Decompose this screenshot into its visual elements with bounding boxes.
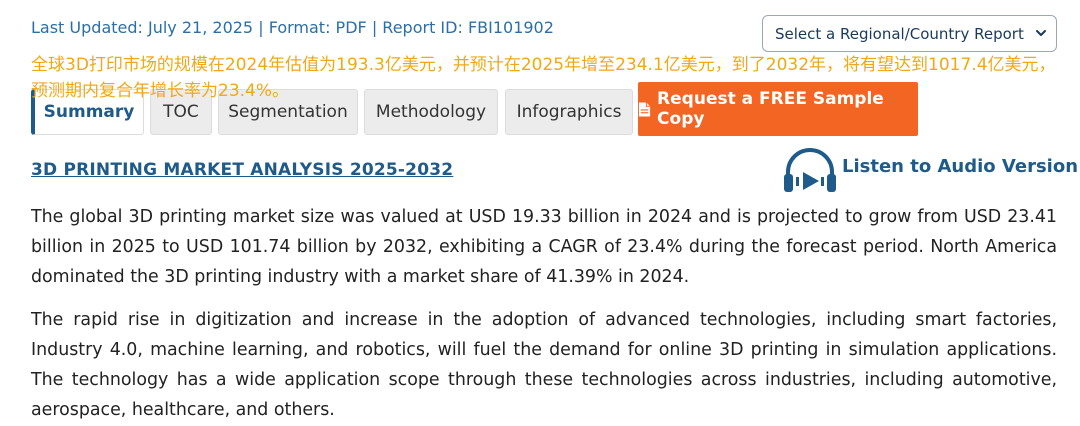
- tab-methodology[interactable]: Methodology: [364, 89, 498, 135]
- chevron-down-icon: [1036, 30, 1046, 36]
- meta-separator: |: [258, 18, 269, 37]
- tab-summary[interactable]: Summary: [31, 89, 144, 135]
- region-report-select[interactable]: Select a Regional/Country Report: [762, 15, 1057, 52]
- report-id: Report ID: FBI101902: [382, 18, 554, 37]
- request-sample-button[interactable]: Request a FREE Sample Copy: [638, 82, 918, 136]
- last-updated: Last Updated: July 21, 2025: [31, 18, 254, 37]
- meta-separator: |: [371, 18, 383, 37]
- tab-toc[interactable]: TOC: [150, 89, 212, 135]
- document-icon: [638, 102, 651, 116]
- audio-version-label: Listen to Audio Version: [842, 156, 1079, 177]
- report-format: Format: PDF: [268, 18, 367, 37]
- audio-version-link[interactable]: Listen to Audio Version: [782, 146, 1078, 196]
- section-title[interactable]: 3D PRINTING MARKET ANALYSIS 2025-2032: [31, 160, 454, 180]
- summary-paragraph-1: The global 3D printing market size was v…: [31, 207, 1057, 287]
- tab-infographics[interactable]: Infographics: [505, 89, 633, 135]
- headphones-play-icon: [784, 148, 836, 192]
- region-select-value: Select a Regional/Country Report: [775, 24, 1024, 43]
- tab-segmentation[interactable]: Segmentation: [218, 89, 358, 135]
- summary-paragraph-2: The rapid rise in digitization and incre…: [31, 310, 1057, 420]
- report-meta: Last Updated: July 21, 2025 | Format: PD…: [31, 18, 554, 37]
- request-sample-label: Request a FREE Sample Copy: [657, 89, 884, 129]
- translation-overlay: 全球3D打印市场的规模在2024年估值为193.3亿美元，并预计在2025年增至…: [31, 55, 1056, 101]
